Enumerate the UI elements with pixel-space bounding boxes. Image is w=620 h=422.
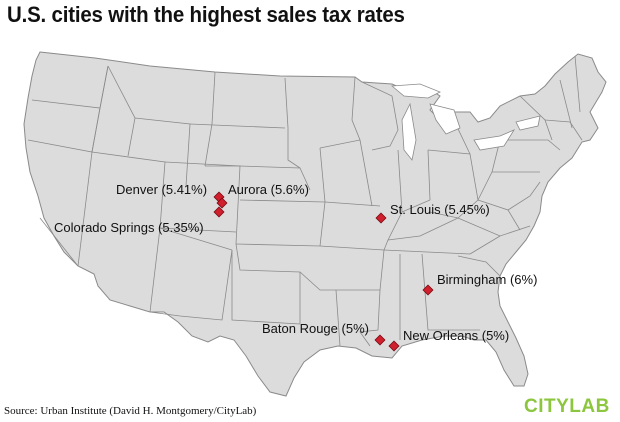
label-aurora: Aurora (5.6%) (228, 182, 309, 197)
label-new-orleans: New Orleans (5%) (403, 328, 509, 343)
label-baton-rouge: Baton Rouge (5%) (262, 321, 369, 336)
great-lakes (390, 83, 541, 161)
marker-baton-rouge (374, 334, 386, 346)
city-labels: Denver (5.41%) Aurora (5.6%) Colorado Sp… (54, 182, 537, 343)
marker-colorado-springs (213, 206, 225, 218)
citylab-logo: CITYLAB (524, 396, 610, 417)
us-landmass (23, 51, 607, 397)
label-denver: Denver (5.41%) (116, 182, 207, 197)
marker-birmingham (422, 284, 434, 296)
marker-new-orleans (388, 340, 400, 352)
label-st-louis: St. Louis (5.45%) (390, 202, 490, 217)
city-markers (213, 191, 434, 352)
map-title: U.S. cities with the highest sales tax r… (7, 2, 405, 27)
label-colorado-springs: Colorado Springs (5.35%) (54, 220, 204, 235)
marker-st-louis (375, 212, 387, 224)
label-birmingham: Birmingham (6%) (437, 272, 537, 287)
source-note: Source: Urban Institute (David H. Montgo… (4, 405, 257, 417)
marker-aurora (216, 197, 228, 209)
